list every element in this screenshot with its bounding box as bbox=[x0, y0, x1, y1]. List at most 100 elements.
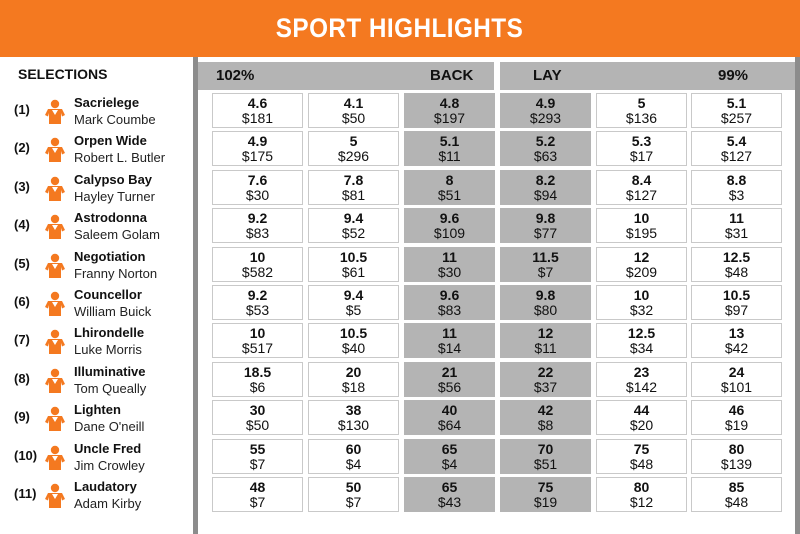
selection-row: (10) Uncle Fred Jim Crowley bbox=[0, 439, 193, 477]
lay-price-cell[interactable]: 75 $48 bbox=[596, 439, 687, 474]
lay-price-cell[interactable]: 5.2 $63 bbox=[500, 131, 591, 166]
lay-price-cell[interactable]: 13 $42 bbox=[691, 323, 782, 358]
back-price-cell[interactable]: 20 $18 bbox=[308, 362, 399, 397]
odds-value: 50 bbox=[345, 479, 362, 495]
odds-value: 12.5 bbox=[627, 325, 656, 341]
stake-amount: $582 bbox=[241, 264, 274, 280]
lay-price-cell[interactable]: 12 $11 bbox=[500, 323, 591, 358]
lay-price-cell[interactable]: 12 $209 bbox=[596, 247, 687, 282]
lay-price-cell[interactable]: 44 $20 bbox=[596, 400, 687, 435]
back-price-cell[interactable]: 40 $64 bbox=[404, 400, 495, 435]
lay-price-cell[interactable]: 11.5 $7 bbox=[500, 247, 591, 282]
lay-price-cell[interactable]: 75 $19 bbox=[500, 477, 591, 512]
odds-value: 65 bbox=[441, 441, 458, 457]
lay-price-cell[interactable]: 23 $142 bbox=[596, 362, 687, 397]
back-price-cell[interactable]: 4.1 $50 bbox=[308, 93, 399, 128]
back-price-cell[interactable]: 5.1 $11 bbox=[404, 131, 495, 166]
back-price-cell[interactable]: 10.5 $61 bbox=[308, 247, 399, 282]
back-price-cell[interactable]: 11 $14 bbox=[404, 323, 495, 358]
lay-price-cell[interactable]: 12.5 $48 bbox=[691, 247, 782, 282]
back-price-cell[interactable]: 9.2 $83 bbox=[212, 208, 303, 243]
lay-price-cell[interactable]: 5.1 $257 bbox=[691, 93, 782, 128]
lay-price-cell[interactable]: 5 $136 bbox=[596, 93, 687, 128]
back-price-cell[interactable]: 50 $7 bbox=[308, 477, 399, 512]
stake-amount: $77 bbox=[533, 225, 558, 241]
lay-price-cell[interactable]: 8.4 $127 bbox=[596, 170, 687, 205]
odds-value: 4.9 bbox=[535, 95, 556, 111]
lay-price-cell[interactable]: 4.9 $293 bbox=[500, 93, 591, 128]
stake-amount: $12 bbox=[629, 494, 654, 510]
back-price-cell[interactable]: 9.6 $109 bbox=[404, 208, 495, 243]
lay-price-cell[interactable]: 10 $195 bbox=[596, 208, 687, 243]
lay-price-cell[interactable]: 80 $139 bbox=[691, 439, 782, 474]
odds-value: 5.1 bbox=[439, 133, 460, 149]
stake-amount: $80 bbox=[533, 302, 558, 318]
stake-amount: $81 bbox=[341, 187, 366, 203]
back-price-cell[interactable]: 30 $50 bbox=[212, 400, 303, 435]
lay-price-cell[interactable]: 12.5 $34 bbox=[596, 323, 687, 358]
selection-row: (6) Councellor William Buick bbox=[0, 285, 193, 323]
back-price-cell[interactable]: 10 $517 bbox=[212, 323, 303, 358]
stake-amount: $83 bbox=[245, 225, 270, 241]
back-price-cell[interactable]: 9.6 $83 bbox=[404, 285, 495, 320]
horse-name: Illuminative bbox=[74, 364, 146, 379]
odds-value: 5.3 bbox=[631, 133, 652, 149]
jockey-silks-icon bbox=[44, 291, 66, 317]
back-price-cell[interactable]: 10 $582 bbox=[212, 247, 303, 282]
back-price-cell[interactable]: 18.5 $6 bbox=[212, 362, 303, 397]
lay-price-cell[interactable]: 9.8 $77 bbox=[500, 208, 591, 243]
odds-value: 75 bbox=[633, 441, 650, 457]
stake-amount: $293 bbox=[529, 110, 562, 126]
lay-price-cell[interactable]: 10 $32 bbox=[596, 285, 687, 320]
back-price-cell[interactable]: 9.2 $53 bbox=[212, 285, 303, 320]
horse-name: Sacrielege bbox=[74, 95, 140, 110]
lay-price-cell[interactable]: 8.8 $3 bbox=[691, 170, 782, 205]
lay-price-cell[interactable]: 42 $8 bbox=[500, 400, 591, 435]
lay-price-cell[interactable]: 85 $48 bbox=[691, 477, 782, 512]
back-price-cell[interactable]: 7.6 $30 bbox=[212, 170, 303, 205]
back-price-cell[interactable]: 21 $56 bbox=[404, 362, 495, 397]
horse-name: Negotiation bbox=[74, 249, 146, 264]
odds-value: 48 bbox=[249, 479, 266, 495]
lay-price-cell[interactable]: 11 $31 bbox=[691, 208, 782, 243]
lay-price-cell[interactable]: 80 $12 bbox=[596, 477, 687, 512]
lay-price-cell[interactable]: 70 $51 bbox=[500, 439, 591, 474]
back-price-cell[interactable]: 8 $51 bbox=[404, 170, 495, 205]
stake-amount: $94 bbox=[533, 187, 558, 203]
odds-value: 7.6 bbox=[247, 172, 268, 188]
lay-price-cell[interactable]: 8.2 $94 bbox=[500, 170, 591, 205]
lay-price-cell[interactable]: 10.5 $97 bbox=[691, 285, 782, 320]
jockey-silks-icon bbox=[44, 214, 66, 240]
lay-price-cell[interactable]: 5.4 $127 bbox=[691, 131, 782, 166]
back-price-cell[interactable]: 9.4 $52 bbox=[308, 208, 399, 243]
back-price-cell[interactable]: 65 $4 bbox=[404, 439, 495, 474]
back-price-cell[interactable]: 4.8 $197 bbox=[404, 93, 495, 128]
stake-amount: $83 bbox=[437, 302, 462, 318]
lay-price-cell[interactable]: 22 $37 bbox=[500, 362, 591, 397]
back-price-cell[interactable]: 48 $7 bbox=[212, 477, 303, 512]
odds-value: 9.6 bbox=[439, 210, 460, 226]
lay-price-cell[interactable]: 9.8 $80 bbox=[500, 285, 591, 320]
back-price-cell[interactable]: 55 $7 bbox=[212, 439, 303, 474]
back-price-cell[interactable]: 65 $43 bbox=[404, 477, 495, 512]
back-price-cell[interactable]: 10.5 $40 bbox=[308, 323, 399, 358]
back-price-cell[interactable]: 60 $4 bbox=[308, 439, 399, 474]
stake-amount: $7 bbox=[249, 494, 266, 510]
back-price-cell[interactable]: 5 $296 bbox=[308, 131, 399, 166]
stake-amount: $197 bbox=[433, 110, 466, 126]
back-percent-label: 102% bbox=[216, 67, 255, 84]
back-price-cell[interactable]: 9.4 $5 bbox=[308, 285, 399, 320]
stake-amount: $32 bbox=[629, 302, 654, 318]
lay-price-cell[interactable]: 5.3 $17 bbox=[596, 131, 687, 166]
back-price-cell[interactable]: 7.8 $81 bbox=[308, 170, 399, 205]
lay-percent-label: 99% bbox=[718, 67, 749, 84]
lay-price-cell[interactable]: 24 $101 bbox=[691, 362, 782, 397]
odds-value: 40 bbox=[441, 402, 458, 418]
back-price-cell[interactable]: 11 $30 bbox=[404, 247, 495, 282]
back-price-cell[interactable]: 4.9 $175 bbox=[212, 131, 303, 166]
back-price-cell[interactable]: 38 $130 bbox=[308, 400, 399, 435]
odds-value: 9.4 bbox=[343, 210, 364, 226]
selection-row: (5) Negotiation Franny Norton bbox=[0, 247, 193, 285]
lay-price-cell[interactable]: 46 $19 bbox=[691, 400, 782, 435]
back-price-cell[interactable]: 4.6 $181 bbox=[212, 93, 303, 128]
